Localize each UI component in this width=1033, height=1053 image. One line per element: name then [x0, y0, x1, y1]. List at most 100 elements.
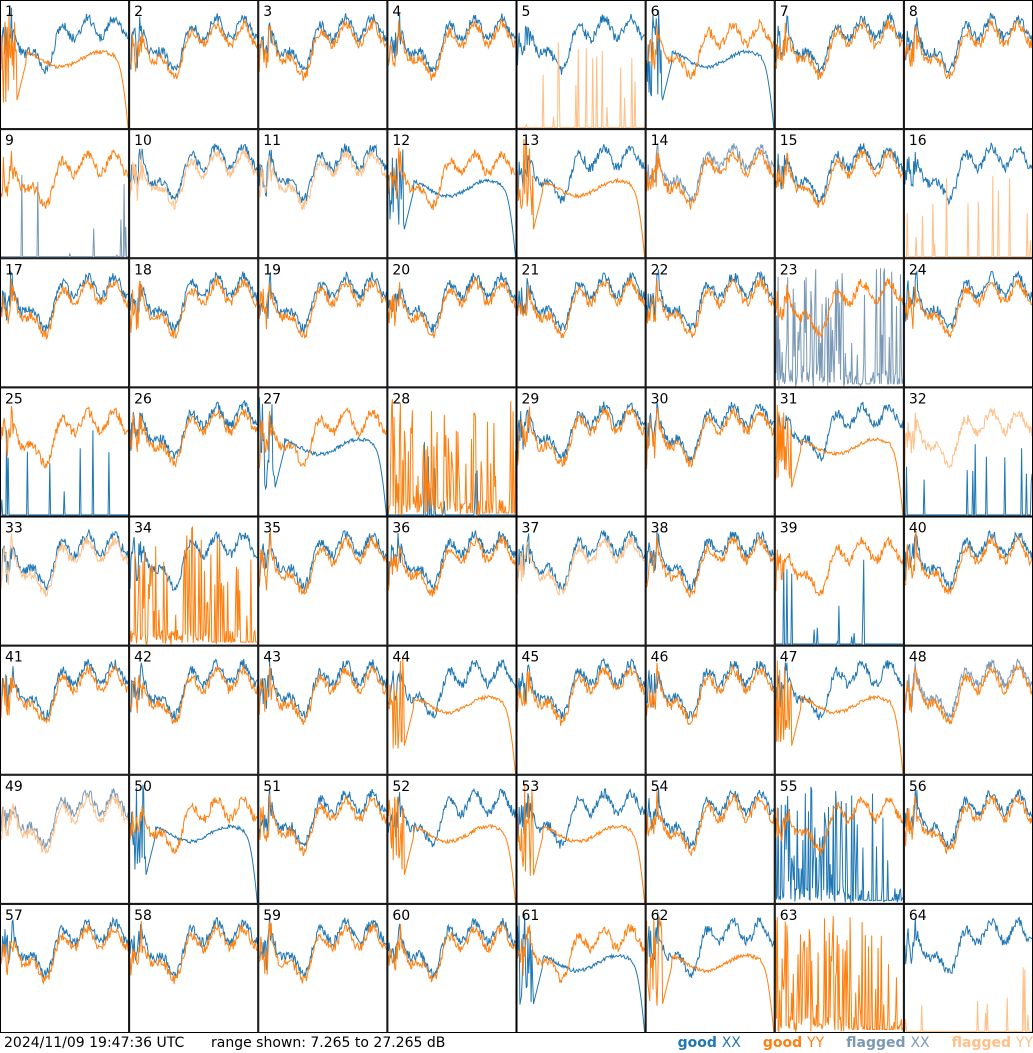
panel-border [516, 387, 646, 517]
series-yy-panel-35 [258, 530, 387, 596]
panel-border [516, 516, 646, 646]
series-xx-panel-57 [0, 916, 129, 980]
panel-label: 14 [651, 133, 669, 149]
panel-41: 41 [0, 645, 130, 775]
panel-label: 43 [263, 650, 281, 666]
series-xx-panel-54 [646, 787, 775, 849]
series-xx-panel-59 [258, 915, 387, 978]
panel-5: 5 [516, 0, 646, 130]
panel-46: 46 [645, 645, 775, 775]
panel-label: 6 [651, 4, 660, 20]
series-yy-panel-19 [258, 279, 387, 339]
panel-border [645, 645, 775, 775]
panel-border [516, 0, 646, 130]
panel-border [645, 129, 775, 259]
panel-label: 45 [522, 650, 540, 666]
panel-border [0, 387, 130, 517]
series-yy-panel-21 [517, 277, 646, 339]
panel-27: 27 [258, 387, 388, 517]
series-xx-panel-6 [646, 10, 775, 129]
panel-58: 58 [129, 903, 259, 1033]
panel-38: 38 [645, 516, 775, 646]
series-xx-panel-46 [646, 660, 775, 720]
series-yy-panel-32 [904, 407, 1033, 469]
panel-label: 12 [392, 133, 410, 149]
panel-border [258, 258, 388, 388]
panel-9: 9 [0, 129, 130, 259]
panel-border [258, 903, 388, 1033]
panel-label: 63 [780, 908, 798, 924]
panel-3: 3 [258, 0, 388, 130]
series-yy-panel-43 [258, 665, 387, 725]
panel-border [387, 903, 517, 1033]
panel-64: 64 [903, 903, 1033, 1033]
panel-border [387, 774, 517, 904]
series-yy-panel-44 [387, 657, 516, 774]
series-xx-panel-49 [0, 788, 129, 850]
panel-label: 17 [5, 262, 23, 278]
panel-border [774, 645, 904, 775]
panel-53: 53 [516, 774, 646, 904]
legend-flagged-yy: flagged YY [951, 1035, 1033, 1051]
series-xx-panel-61 [517, 914, 646, 1033]
series-yy-panel-40 [904, 531, 1033, 595]
series-xx-panel-31 [775, 401, 904, 462]
series-xx-panel-48 [904, 658, 1033, 721]
panel-label: 57 [5, 908, 23, 924]
panel-label: 15 [780, 133, 798, 149]
panel-57: 57 [0, 903, 130, 1033]
timestamp-label: 2024/11/09 19:47:36 UTC [4, 1035, 185, 1051]
series-xx-panel-4 [387, 13, 516, 73]
series-xx-panel-39 [775, 559, 903, 645]
series-xx-panel-15 [775, 143, 904, 204]
panel-20: 20 [387, 258, 517, 388]
series-yy-panel-37 [517, 535, 645, 596]
panel-label: 18 [134, 262, 152, 278]
legend-flagged-xx: flagged XX [846, 1035, 930, 1051]
panel-border [258, 774, 388, 904]
series-yy-panel-59 [258, 921, 387, 984]
panel-label: 61 [522, 908, 540, 924]
panel-26: 26 [129, 387, 259, 517]
panel-border [129, 387, 259, 517]
panel-border [0, 903, 130, 1033]
panel-label: 22 [651, 262, 669, 278]
panel-16: 16 [903, 129, 1033, 259]
series-xx-panel-58 [129, 917, 258, 979]
series-xx-panel-36 [387, 530, 516, 592]
series-yy-panel-12 [387, 147, 516, 211]
panel-21: 21 [516, 258, 646, 388]
panel-label: 40 [909, 521, 927, 537]
panel-label: 9 [5, 133, 14, 149]
panel-62: 62 [645, 903, 775, 1033]
panel-border [774, 903, 904, 1033]
panel-border [258, 387, 388, 517]
panel-8: 8 [903, 0, 1033, 130]
series-yy-panel-25 [0, 406, 129, 469]
series-yy-panel-1 [0, 12, 129, 129]
panel-32: 32 [903, 387, 1033, 517]
series-xx-panel-8 [904, 12, 1033, 75]
panel-border [774, 129, 904, 259]
legend-good-yy: good YY [762, 1035, 825, 1051]
series-xx-panel-29 [517, 401, 646, 462]
range-label: range shown: 7.265 to 27.265 dB [211, 1035, 446, 1051]
panel-52: 52 [387, 774, 517, 904]
series-yy-panel-55 [775, 796, 904, 856]
series-xx-panel-47 [775, 660, 904, 721]
series-xx-panel-10 [129, 143, 258, 201]
series-yy-panel-27 [258, 407, 387, 469]
panel-49: 49 [0, 774, 130, 904]
series-xx-panel-56 [904, 788, 1033, 850]
panel-label: 23 [780, 262, 798, 278]
panel-50: 50 [129, 774, 259, 904]
panel-label: 55 [780, 779, 798, 795]
series-xx-panel-18 [129, 271, 258, 333]
series-yy-panel-49 [0, 792, 129, 855]
panel-23: 23 [774, 258, 904, 388]
panel-label: 25 [5, 391, 23, 407]
panel-label: 33 [5, 521, 23, 537]
panel-40: 40 [903, 516, 1033, 646]
panel-border [129, 903, 259, 1033]
panel-label: 10 [134, 133, 152, 149]
